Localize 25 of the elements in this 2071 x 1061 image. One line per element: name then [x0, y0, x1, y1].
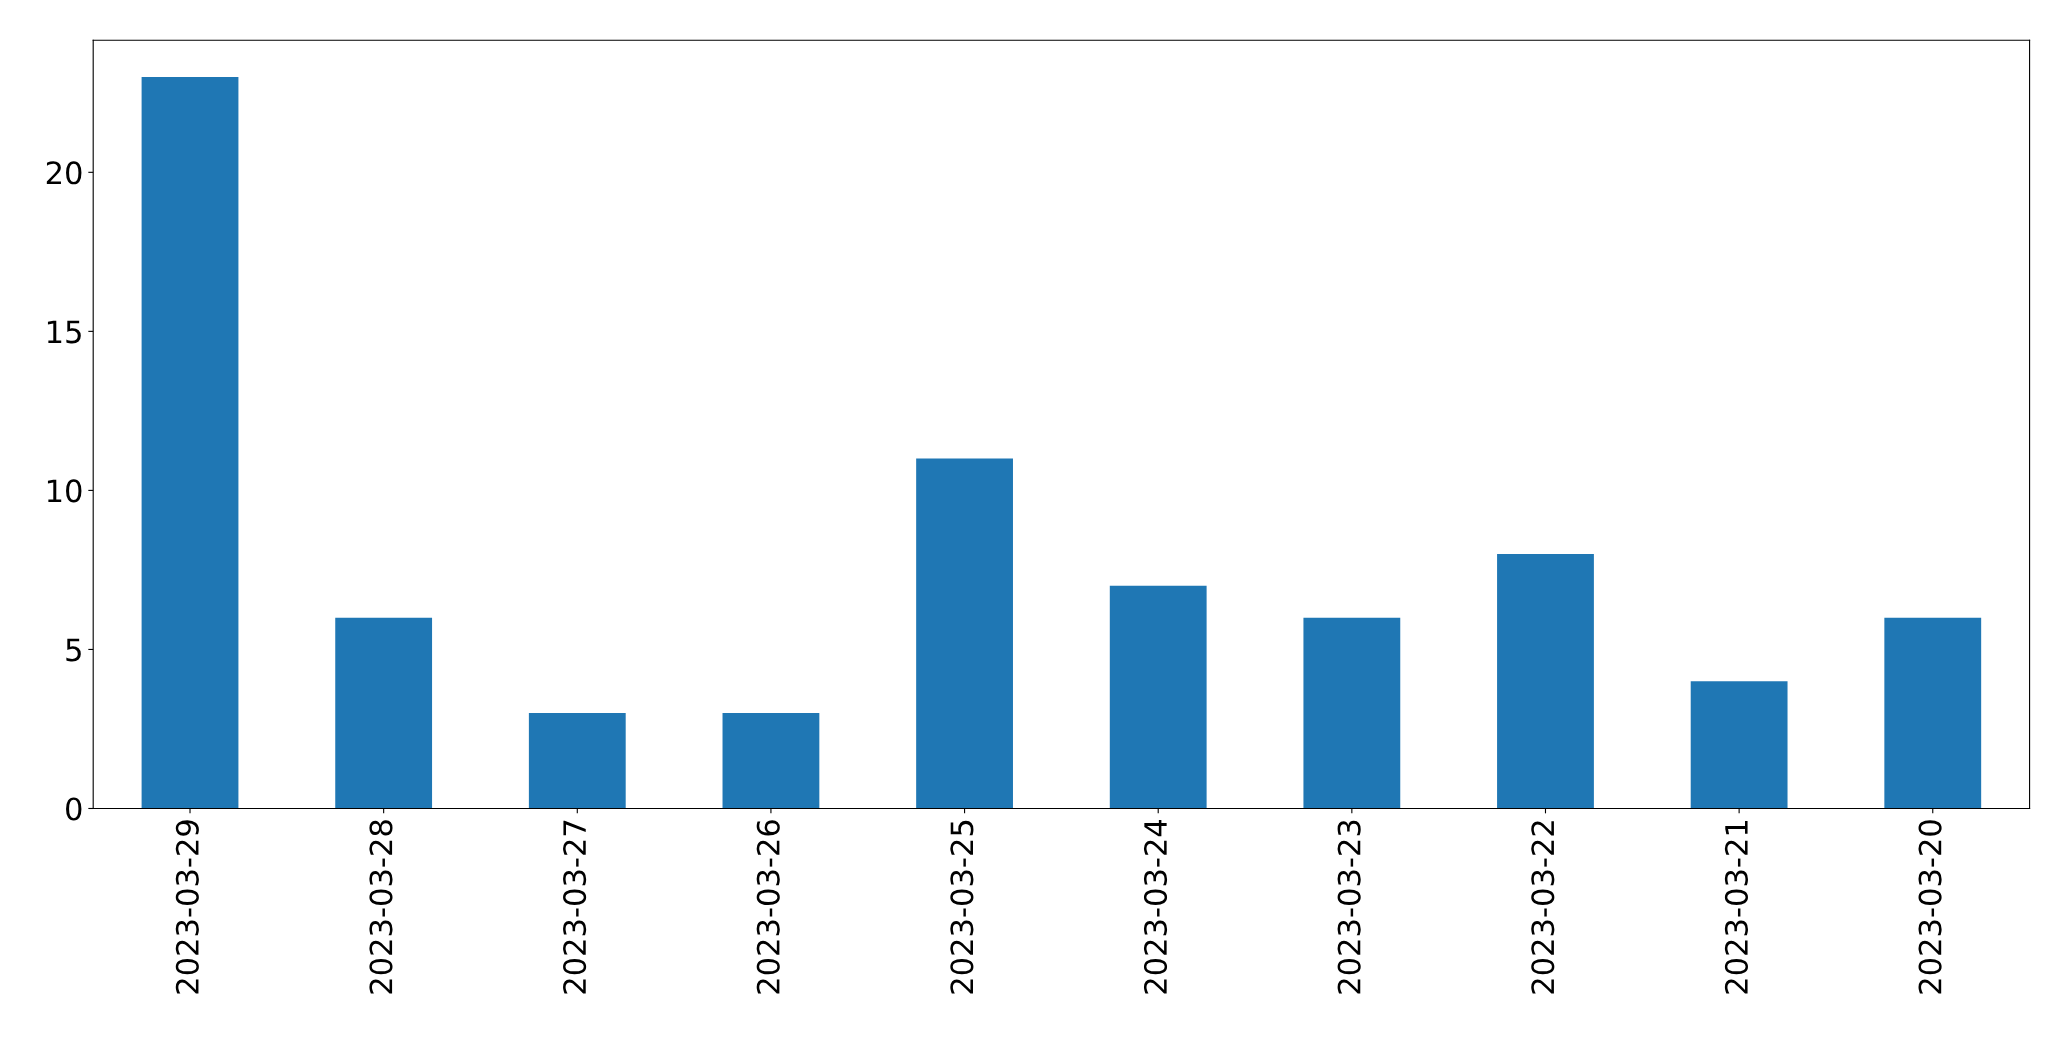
- y-tick-label: 5: [66, 638, 81, 662]
- x-tick-label: 2023-03-27: [563, 820, 587, 994]
- x-tick-label: 2023-03-26: [756, 820, 780, 994]
- x-tick-label: 2023-03-29: [175, 820, 199, 994]
- x-tick-label: 2023-03-22: [1531, 821, 1555, 994]
- bar: [141, 76, 239, 809]
- bar: [1109, 585, 1207, 809]
- bar: [335, 617, 433, 809]
- y-tick-label: 10: [47, 479, 82, 503]
- x-tick-label: 2023-03-20: [1918, 820, 1942, 994]
- x-tick-label: 2023-03-23: [1337, 820, 1361, 994]
- bar: [1884, 617, 1982, 809]
- x-tick-label: 2023-03-24: [1143, 819, 1168, 994]
- y-tick-label: 15: [47, 320, 81, 344]
- bar: [1303, 617, 1401, 809]
- bar: [1690, 681, 1788, 809]
- bar: [528, 713, 626, 809]
- x-tick-label: 2023-03-28: [369, 820, 393, 994]
- bar: [722, 713, 820, 809]
- x-tick-label: 2023-03-25: [950, 820, 974, 994]
- y-tick-label: 0: [66, 797, 82, 821]
- y-tick-label: 20: [46, 161, 82, 185]
- bar: [1497, 554, 1594, 809]
- bar: [916, 458, 1013, 809]
- x-tick-label: 2023-03-21: [1724, 821, 1748, 994]
